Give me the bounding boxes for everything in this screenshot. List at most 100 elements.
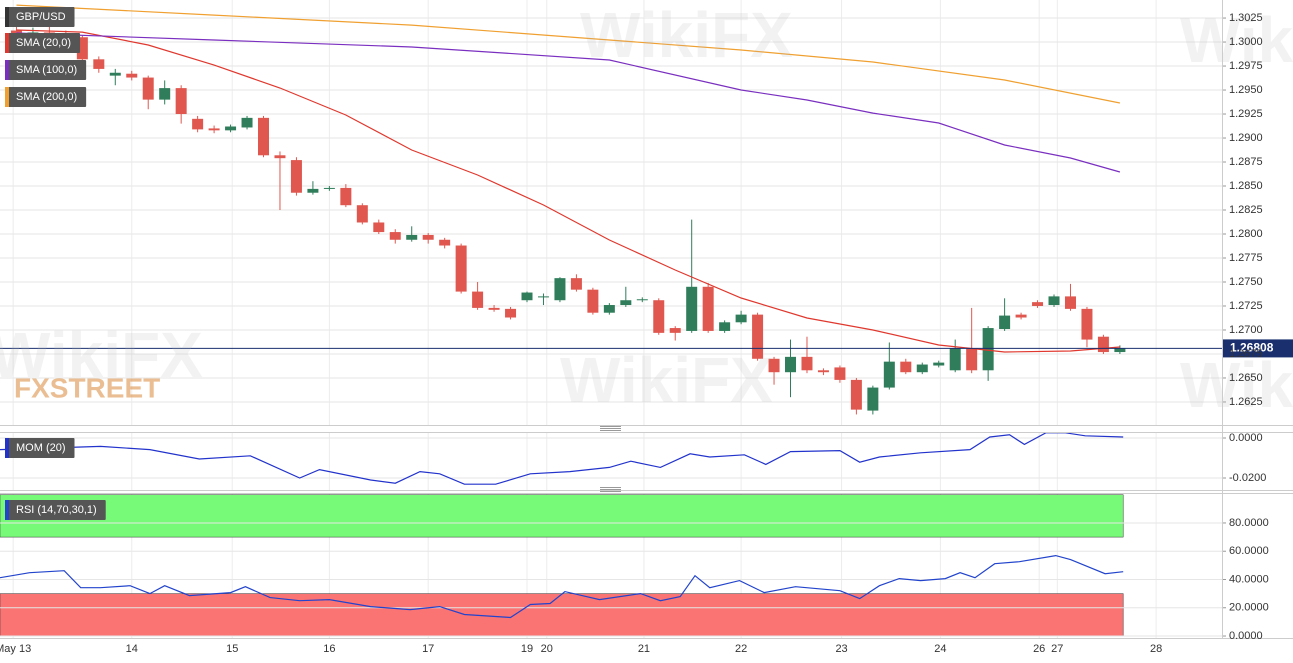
y-tick-label: 0.0000 [1229,630,1263,642]
x-tick-label: 17 [422,643,434,655]
y-tick-label: 1.2725 [1229,300,1263,312]
y-tick-label: 1.2750 [1229,276,1263,288]
x-tick-label: 15 [226,643,238,655]
candle-body [735,314,747,323]
legend-swatch [5,7,9,27]
candle-body [142,77,154,100]
y-tick-label: 40.0000 [1229,573,1269,585]
legend-box [5,500,106,520]
x-tick-label: 16 [323,643,335,655]
candle-body [949,348,961,371]
watermark: WikiFX [1180,4,1293,76]
candle-body [834,367,846,380]
legend-item: SMA (20,0) [5,33,81,53]
legend-item: SMA (100,0) [5,60,87,80]
y-tick-label: 1.2800 [1229,228,1263,240]
candle-body [883,361,895,388]
legend-item: GBP/USD [5,7,75,27]
candle-body [603,305,615,313]
legend-box [5,87,87,107]
legend-box [5,33,81,53]
candle-body [587,289,599,313]
y-tick-label: 80.0000 [1229,517,1269,529]
candle-body [340,187,352,206]
candle-body [373,222,385,233]
watermark: WikiFX [560,344,773,416]
candle-body [768,358,780,373]
y-tick-label: 1.2950 [1229,84,1263,96]
candle-body [406,234,418,240]
legend-box [5,7,75,27]
y-tick-label: 1.2925 [1229,108,1263,120]
y-tick-label: 1.2650 [1229,372,1263,384]
band [0,494,1124,538]
legend-swatch [5,87,9,107]
candle-body [323,187,335,189]
candle-body [109,72,121,76]
candle-body [192,118,204,130]
legend-label: SMA (20,0) [16,37,71,49]
candle-body [225,126,237,131]
y-tick-label: 1.2900 [1229,132,1263,144]
legend-label: RSI (14,70,30,1) [16,504,97,516]
legend-swatch [5,60,9,80]
candle-body [719,322,731,331]
legend-item: SMA (200,0) [5,87,87,107]
y-tick-label: -0.0200 [1229,472,1266,484]
band [0,593,1124,637]
x-tick-label: 14 [126,643,138,655]
candle-body [653,300,665,333]
series-line [16,32,1121,173]
candle-body [966,348,978,371]
x-tick-label: 21 [638,643,650,655]
watermarks: WikiFX WikiFX WikiFX WikiFX WikiFX FXSTR… [0,0,1293,421]
candle-body [570,278,582,290]
candle-body [422,234,434,240]
y-tick-label: 1.3025 [1229,12,1263,24]
y-tick-label: 1.2875 [1229,156,1263,168]
panel: RSI (14,70,30,1) [0,494,1226,637]
legend-swatch [5,500,9,520]
legend-item: MOM (20) [5,438,75,458]
x-tick-label: 23 [835,643,847,655]
candle-body [752,314,764,359]
y-tick-label: 1.2975 [1229,60,1263,72]
candle-body [472,291,484,308]
legend-swatch [5,438,9,458]
candle-body [537,296,549,298]
plot-layer: 1.26808 GBP/USD SMA (20,0) SMA (100,0) SMA (… [0,0,1293,638]
candle-body [801,356,813,371]
candle-body [867,387,879,411]
y-tick-label: 1.3000 [1229,36,1263,48]
x-tick-label: 24 [934,643,946,655]
candle-body [356,205,368,223]
x-tick-label: 26 [1033,643,1045,655]
x-tick-label: 28 [1150,643,1162,655]
watermark: WikiFX [580,0,793,71]
logo: FXSTREET [14,372,160,403]
candle-body [93,59,105,69]
x-tick-label: May 13 [0,643,31,655]
candle-body [307,188,319,193]
series-line [16,4,1121,104]
candle-body [521,292,533,301]
candle-body [1064,296,1076,309]
y-tick-label: 1.2850 [1229,180,1263,192]
candle-body [241,117,253,128]
candle-body [455,245,467,292]
y-tick-label: 0.0000 [1229,432,1263,444]
x-tick-label: 22 [735,643,747,655]
legend-label: SMA (100,0) [16,64,77,76]
y-tick-label: 1.2625 [1229,396,1263,408]
candle-body [900,361,912,373]
candle-body [636,299,648,301]
candle-body [982,328,994,371]
candle-body [76,37,88,60]
candle-body [290,160,302,193]
y-tick-label: 1.2700 [1229,324,1263,336]
y-tick-label: 1.2775 [1229,252,1263,264]
last-price-label: 1.26808 [1230,341,1274,355]
candle-body [1097,336,1109,353]
